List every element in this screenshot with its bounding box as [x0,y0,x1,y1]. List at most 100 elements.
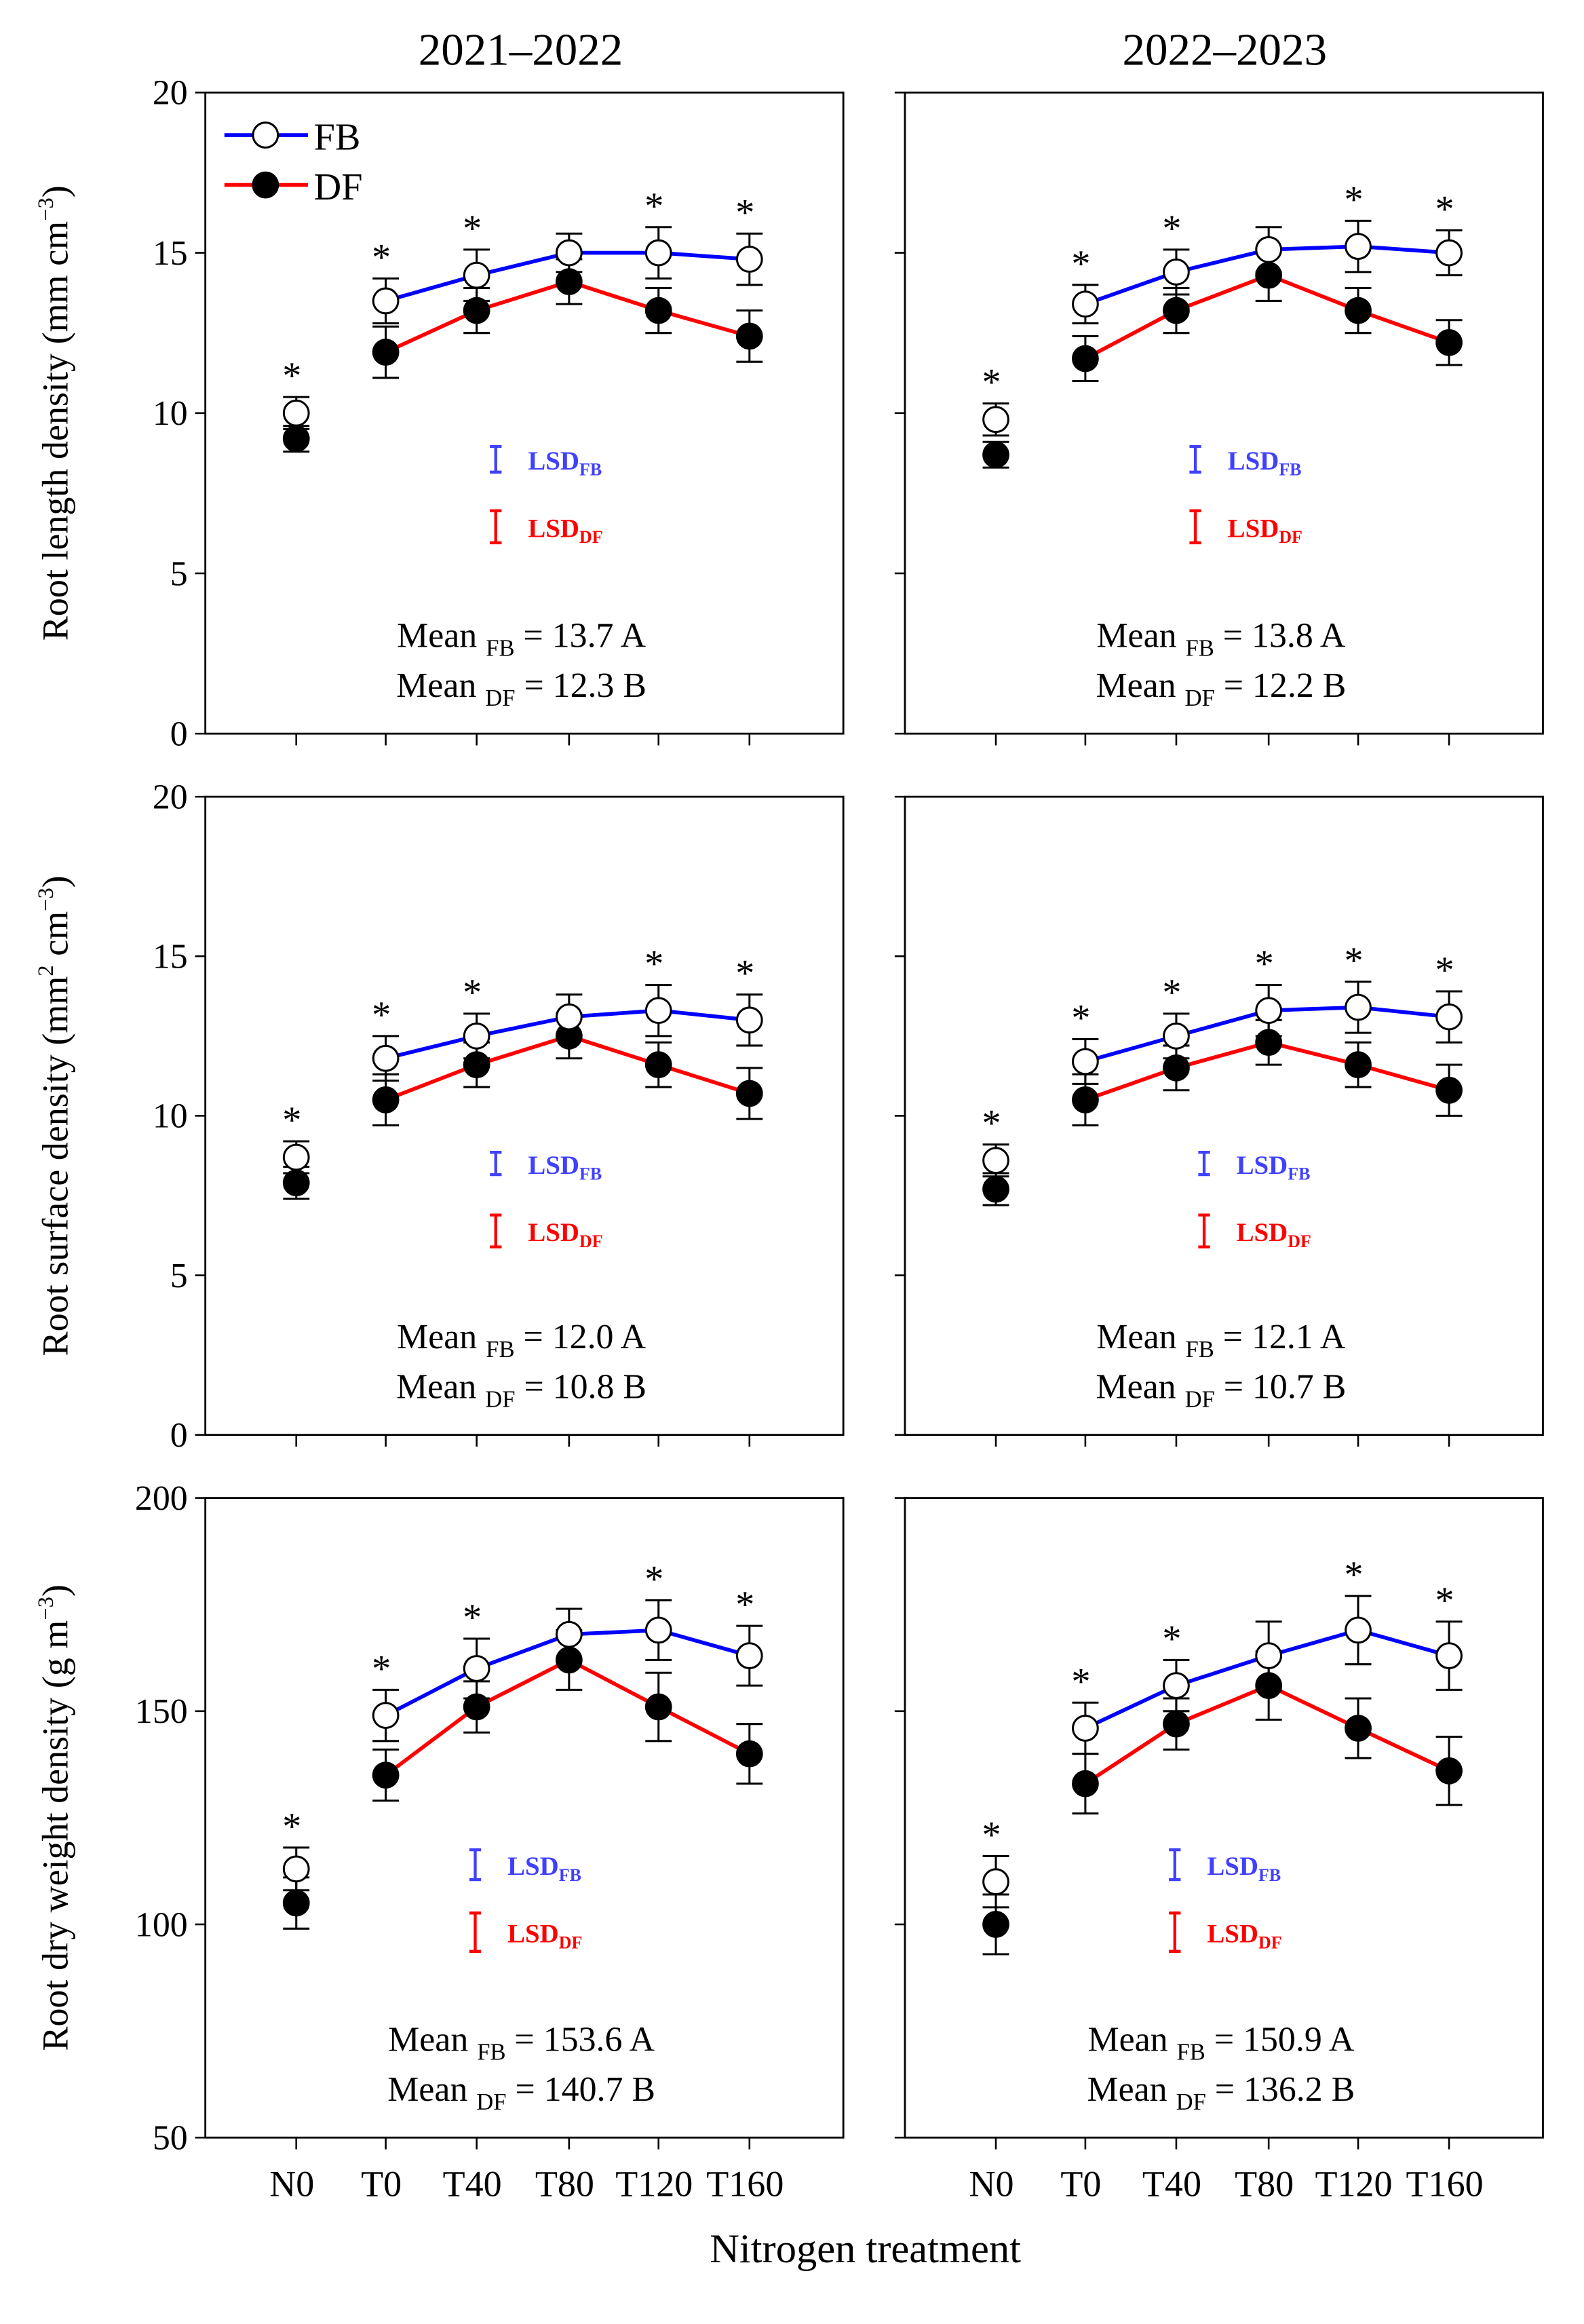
data-point-fb [1163,259,1190,286]
significance-asterisk: * [1071,1660,1090,1702]
significance-asterisk: * [1435,1580,1454,1622]
mean-word: Mean [1096,666,1184,705]
data-point-df [1435,1076,1463,1104]
data-point-df [982,1911,1009,1938]
significance-asterisk: * [372,1647,391,1690]
series-line-df [384,1658,751,1777]
mean-word: Mean [1096,1368,1184,1407]
mean-word: Mean [1096,1318,1185,1356]
significance-asterisk: * [1162,972,1181,1014]
data-point-fb [282,1143,310,1171]
lsd-label-df: LSDDF [528,514,602,547]
data-point-df [463,297,490,324]
panel-3: 0 5 10 15 20 Root surface density (mm2 cm−3) *… [34,778,845,1455]
mean-word: Mean [397,1318,486,1356]
mean-value: = 12.2 B [1215,666,1347,705]
data-point-fb [735,246,763,273]
data-point-fb [372,1044,400,1072]
lsd-label-df: LSDDF [1237,1218,1311,1251]
lsd-label-main: LSD [1228,446,1279,476]
significance-asterisk: * [463,972,482,1014]
mean-subscript: DF [476,2089,506,2115]
data-point-fb [1163,1672,1190,1700]
data-point-fb [1345,233,1372,261]
lsd-label-subscript: FB [559,1865,581,1885]
y-axis-label: Root dry weight density (g m−3) [34,1584,76,2051]
mean-subscript: FB [486,1337,514,1363]
y-tick-label: 5 [170,1257,188,1295]
y-label-superscript: −3 [34,1597,58,1620]
x-tick-label: T0 [1060,2164,1101,2205]
mean-subscript: DF [485,1387,515,1413]
significance-asterisk: * [644,185,663,227]
y-label-superscript: −3 [34,888,58,911]
lsd-label-main: LSD [507,1852,559,1881]
data-point-df [1072,1086,1099,1113]
x-axis-label: Nitrogen treatment [710,2226,1021,2272]
mean-value: = 13.8 A [1214,617,1346,655]
y-label-superscript: −3 [34,197,58,221]
plot-frame [204,1497,845,2139]
lsd-label-main: LSD [528,446,579,476]
significance-asterisk: * [1071,997,1090,1040]
lsd-label-subscript: FB [1288,1164,1310,1183]
mean-fb-label: Mean FB = 150.9 A [1087,2021,1354,2065]
mean-word: Mean [1096,617,1185,655]
data-point-df [982,1175,1009,1203]
y-label-text: Root surface density (mm [35,976,75,1356]
significance-asterisk: * [1071,243,1090,285]
data-point-df [463,1693,490,1721]
data-point-fb [1435,1003,1463,1031]
mean-subscript: FB [477,2040,505,2065]
data-point-df [735,322,763,350]
panel-1: 0 5 10 15 20 Root length density (mm cm−3) * * *… [34,74,845,753]
significance-asterisk: * [1162,208,1181,250]
data-point-df [1345,1715,1372,1742]
data-point-df [282,1169,310,1197]
y-axis-label: Root surface density (mm2 cm−3) [34,875,76,1356]
data-point-df [644,297,672,324]
legend-marker-df [252,171,279,199]
data-point-df [282,1889,310,1917]
mean-subscript: DF [1185,1387,1215,1413]
mean-df-label: Mean DF = 140.7 B [387,2070,655,2115]
y-tick-label: 150 [135,1692,188,1731]
lsd-label-main: LSD [1237,1151,1288,1180]
x-tick-label: T80 [535,2164,594,2205]
lsd-label-subscript: DF [1279,527,1302,547]
data-point-df [555,1646,583,1674]
data-point-df [1435,328,1463,356]
x-tick-label: T120 [1315,2164,1393,2205]
data-point-fb [644,239,672,267]
data-point-fb [463,261,490,289]
lsd-label-subscript: DF [579,527,603,547]
data-point-fb [1255,997,1283,1025]
mean-subscript: FB [1186,636,1214,662]
mean-subscript: FB [1186,1337,1214,1363]
data-point-fb [1255,235,1283,263]
mean-df-label: Mean DF = 10.8 B [396,1368,646,1413]
significance-asterisk: * [982,362,1001,404]
significance-asterisk: * [372,236,391,278]
mean-df-label: Mean DF = 136.2 B [1087,2070,1355,2115]
significance-asterisk: * [372,994,391,1036]
y-tick-label: 0 [170,1416,188,1455]
column-title-1: 2021–2022 [419,24,623,75]
y-label-superscript: 2 [34,965,58,976]
data-point-df [463,1051,490,1079]
lsd-label-fb: LSDFB [1207,1852,1281,1885]
x-tick-label: N0 [969,2164,1014,2205]
data-point-df [1072,345,1099,373]
data-point-fb [644,997,672,1025]
mean-word: Mean [1087,2021,1176,2059]
lsd-label-main: LSD [528,1151,579,1180]
significance-asterisk: * [1435,949,1454,991]
y-label-text: cm [35,911,75,966]
data-point-df [1163,297,1190,324]
mean-subscript: FB [1177,2040,1205,2065]
legend: FB DF [224,117,363,208]
y-label-text: Root length density (mm cm [35,221,75,641]
y-label-text: ) [35,185,75,197]
significance-asterisk: * [735,1584,754,1626]
